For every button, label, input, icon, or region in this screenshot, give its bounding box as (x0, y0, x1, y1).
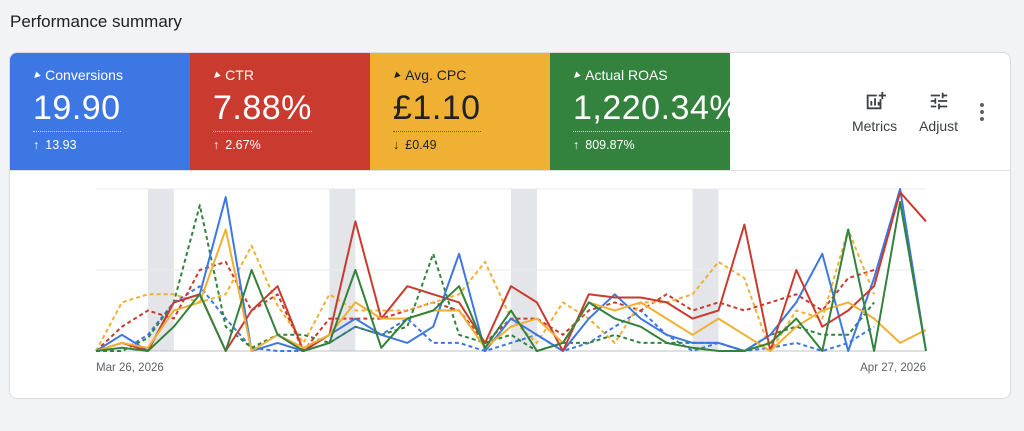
metric-label: Avg. CPC (405, 67, 467, 83)
series-line-dashed (95, 228, 876, 352)
metric-delta: ↓ £0.49 (393, 138, 550, 152)
metrics-button-label: Metrics (851, 117, 898, 134)
metric-label: CTR (225, 67, 254, 83)
series-line-solid (95, 228, 927, 352)
metric-tile-ctr[interactable]: ◀ CTR 7.88% ↑ 2.67% (190, 53, 370, 170)
series-line-solid (95, 201, 927, 352)
performance-summary-card: ◀ Conversions 19.90 ↑ 13.93 ◀ CTR 7.88% … (9, 52, 1011, 399)
dropdown-caret-icon[interactable]: ◀ (570, 69, 582, 81)
metric-label: Actual ROAS (585, 67, 668, 83)
metric-value: £1.10 (393, 89, 481, 132)
page-title: Performance summary (10, 12, 182, 31)
metric-delta: ↑ 2.67% (213, 138, 370, 152)
performance-line-chart: Mar 26, 2026 Apr 27, 2026 (95, 188, 927, 374)
dot (980, 109, 984, 114)
dropdown-caret-icon[interactable]: ◀ (390, 69, 402, 81)
dropdown-caret-icon[interactable]: ◀ (30, 69, 42, 81)
metric-delta: ↑ 13.93 (33, 138, 190, 152)
metric-label-row: ◀ CTR (210, 67, 370, 83)
series-line-dashed (95, 260, 875, 352)
adjust-button-label: Adjust (919, 117, 958, 134)
metric-delta-value: 809.87% (585, 138, 635, 152)
dot (980, 102, 984, 107)
metric-delta-value: 13.93 (45, 138, 77, 152)
arrow-up-icon: ↑ (33, 138, 40, 152)
metric-value: 19.90 (33, 89, 121, 132)
metric-label: Conversions (45, 67, 123, 83)
dropdown-caret-icon[interactable]: ◀ (210, 69, 222, 81)
metric-label-row: ◀ Conversions (30, 67, 190, 83)
chart-actions: Metrics Adjust (852, 53, 1010, 170)
metric-value: 1,220.34% (573, 89, 741, 132)
series-line-dashed (96, 204, 875, 352)
metric-tile-avg-cpc[interactable]: ◀ Avg. CPC £1.10 ↓ £0.49 (370, 53, 550, 170)
tune-sliders-icon (930, 92, 947, 109)
metric-tiles: ◀ Conversions 19.90 ↑ 13.93 ◀ CTR 7.88% … (10, 53, 741, 170)
metric-tile-conversions[interactable]: ◀ Conversions 19.90 ↑ 13.93 (10, 53, 190, 170)
metric-delta: ↑ 809.87% (573, 138, 730, 152)
x-axis-end-label: Apr 27, 2026 (860, 362, 926, 374)
metric-delta-value: 2.67% (225, 138, 261, 152)
x-axis-start-label: Mar 26, 2026 (96, 362, 164, 374)
metrics-button[interactable]: Metrics (852, 90, 897, 134)
series-line-solid (95, 191, 927, 352)
metric-value: 7.88% (213, 89, 312, 132)
divider (10, 170, 1010, 171)
series-line-solid (95, 188, 927, 352)
metric-label-row: ◀ Actual ROAS (570, 67, 730, 83)
metric-label-row: ◀ Avg. CPC (390, 67, 550, 83)
metric-delta-value: £0.49 (405, 138, 437, 152)
dot (980, 116, 984, 121)
arrow-up-icon: ↑ (213, 138, 220, 152)
arrow-up-icon: ↑ (573, 138, 580, 152)
arrow-down-icon: ↓ (393, 138, 400, 152)
add-chart-icon (866, 91, 886, 109)
more-vert-icon[interactable] (980, 102, 984, 121)
metric-tile-actual-roas[interactable]: ◀ Actual ROAS 1,220.34% ↑ 809.87% (550, 53, 741, 170)
adjust-button[interactable]: Adjust (919, 90, 958, 134)
